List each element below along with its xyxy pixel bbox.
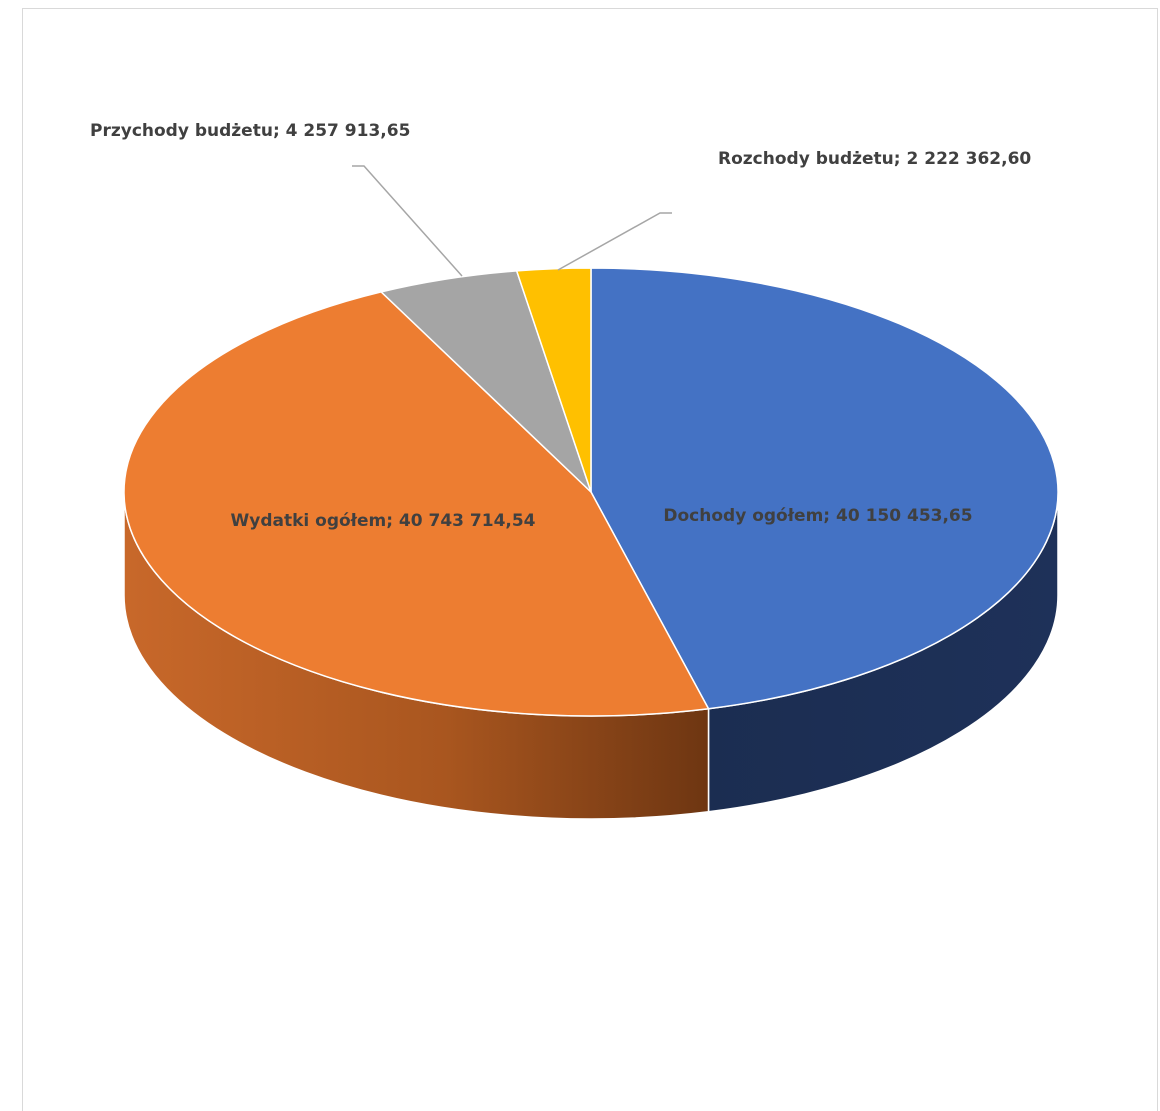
leader-line-rozchody <box>557 212 672 271</box>
data-labels: Dochody ogółem; 40 150 453,65 Wydatki og… <box>90 121 1031 531</box>
leader-line-przychody <box>352 165 463 277</box>
pie-tops <box>123 267 1059 717</box>
pie-slice-rozchody <box>515 267 592 493</box>
pie-slice-dochody <box>590 267 1059 710</box>
leader-lines <box>352 165 672 277</box>
data-label-przychody: Przychody budżetu; 4 257 913,65 <box>90 121 410 141</box>
data-label-rozchody: Rozchody budżetu; 2 222 362,60 <box>718 149 1031 169</box>
data-label-dochody: Dochody ogółem; 40 150 453,65 <box>663 506 972 526</box>
data-label-wydatki: Wydatki ogółem; 40 743 714,54 <box>230 511 535 531</box>
pie-slice-wydatki <box>123 291 710 717</box>
